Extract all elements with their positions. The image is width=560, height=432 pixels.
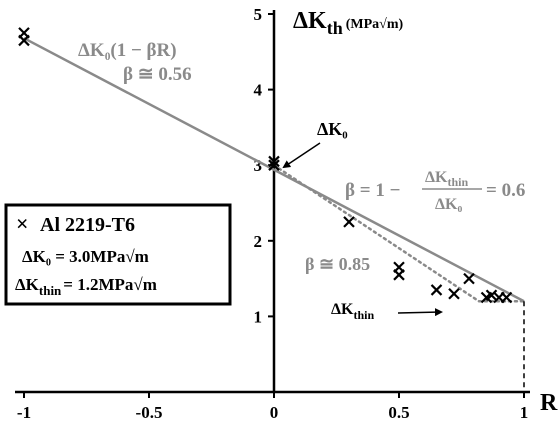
y-tick-label: 5 bbox=[254, 5, 263, 24]
y-axis-label-sub: th bbox=[327, 18, 343, 38]
annotation-dkthin: ΔKthin bbox=[331, 301, 443, 322]
beta-formula-prefix: β = 1 − bbox=[345, 180, 400, 201]
y-axis-label-main: ΔK bbox=[293, 8, 327, 34]
data-point bbox=[500, 291, 513, 304]
annotation-beta-formula: β = 1 − ΔKthin ΔK₀ = 0.6 bbox=[345, 169, 525, 213]
y-tick-label: 1 bbox=[254, 307, 263, 326]
annotation-beta-056: β ≅ 0.56 bbox=[123, 64, 192, 85]
x-axis-label: R bbox=[540, 390, 558, 416]
beta-formula-num-sub: thin bbox=[447, 175, 468, 189]
y-tick-label: 4 bbox=[254, 81, 263, 100]
svg-text:ΔKthin= 1.2MPa√m: ΔKthin = 1.2MPa√m bbox=[15, 275, 157, 298]
legend-title: Al 2219-T6 bbox=[40, 214, 135, 236]
annotation-dk0: ΔK₀ bbox=[317, 119, 348, 139]
legend-line2-sub: thin bbox=[39, 283, 62, 298]
x-tick-label: 0 bbox=[270, 403, 279, 422]
legend-line2-main: ΔK bbox=[15, 275, 40, 294]
dkthin-sub: thin bbox=[353, 308, 374, 322]
y-tick-label: 2 bbox=[254, 232, 263, 251]
annotation-dk0-arrow bbox=[282, 142, 321, 169]
data-point bbox=[430, 284, 443, 296]
data-point bbox=[343, 216, 355, 228]
beta-formula-den: ΔK₀ bbox=[435, 196, 462, 213]
data-point bbox=[463, 272, 475, 285]
x-tick-label: 0.5 bbox=[388, 403, 409, 422]
x-ticks: -1 -0.5 0 0.5 1 bbox=[17, 392, 528, 422]
dkthin-arrow bbox=[397, 308, 443, 317]
dkthin-main: ΔK bbox=[331, 301, 354, 318]
legend-marker: × bbox=[16, 211, 29, 236]
annotation-line-formula: ΔK₀(1 − βR) bbox=[78, 40, 177, 61]
data-point bbox=[18, 34, 30, 47]
beta-formula-value: = 0.6 bbox=[486, 180, 525, 201]
x-tick-label: 1 bbox=[520, 403, 529, 422]
data-point bbox=[448, 287, 460, 300]
legend-line2-rest: = 1.2MPa√m bbox=[63, 275, 157, 294]
svg-text:ΔKthin: ΔKthin bbox=[425, 169, 468, 189]
legend-line1: ΔK₀ = 3.0MPa√m bbox=[22, 247, 149, 266]
legend: × Al 2219-T6 ΔK₀ = 3.0MPa√m ΔKthin = 1.2M… bbox=[4, 203, 232, 306]
data-point bbox=[268, 155, 280, 168]
x-tick-label: -0.5 bbox=[136, 403, 163, 422]
fit-line-solid bbox=[23, 37, 525, 303]
data-point bbox=[268, 159, 280, 171]
y-axis-label: ΔKth (MPa√m) bbox=[293, 8, 404, 38]
data-points bbox=[18, 27, 513, 304]
svg-text:ΔKth(MPa√m): ΔKth (MPa√m) bbox=[293, 8, 404, 38]
beta-formula-num: ΔK bbox=[425, 169, 448, 186]
x-tick-label: -1 bbox=[17, 403, 31, 422]
y-axis-label-unit: (MPa√m) bbox=[346, 17, 404, 32]
svg-text:ΔKthin: ΔKthin bbox=[331, 301, 374, 322]
annotation-beta-085: β ≅ 0.85 bbox=[305, 254, 370, 274]
legend-box bbox=[4, 203, 232, 306]
y-tick-label: 3 bbox=[254, 156, 263, 175]
data-point bbox=[393, 269, 405, 281]
